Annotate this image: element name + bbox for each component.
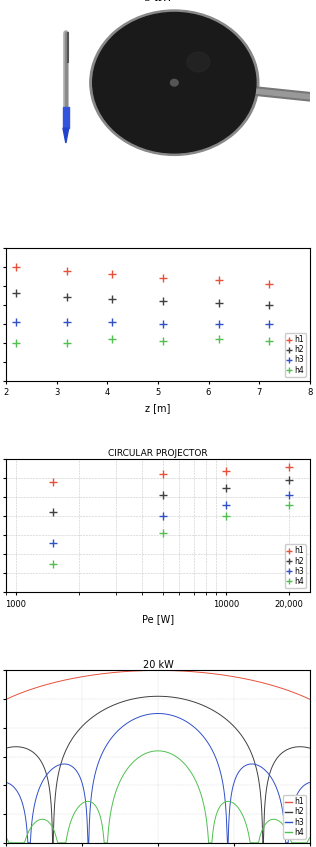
Legend: h1, h2, h3, h4: h1, h2, h3, h4 xyxy=(283,795,306,839)
Title: 20 kW: 20 kW xyxy=(143,660,173,670)
Circle shape xyxy=(187,53,210,72)
Legend: h1, h2, h3, h4: h1, h2, h3, h4 xyxy=(285,333,306,377)
Circle shape xyxy=(93,13,256,153)
X-axis label: z [m]: z [m] xyxy=(145,403,171,412)
Legend: h1, h2, h3, h4: h1, h2, h3, h4 xyxy=(285,544,306,588)
Polygon shape xyxy=(63,128,69,143)
Circle shape xyxy=(170,80,178,86)
Circle shape xyxy=(90,10,259,155)
Bar xyxy=(63,108,69,128)
Title: CIRCULAR PROJECTOR: CIRCULAR PROJECTOR xyxy=(108,450,208,458)
X-axis label: Pe [W]: Pe [W] xyxy=(142,614,174,624)
Title: 5 kW: 5 kW xyxy=(144,0,172,3)
